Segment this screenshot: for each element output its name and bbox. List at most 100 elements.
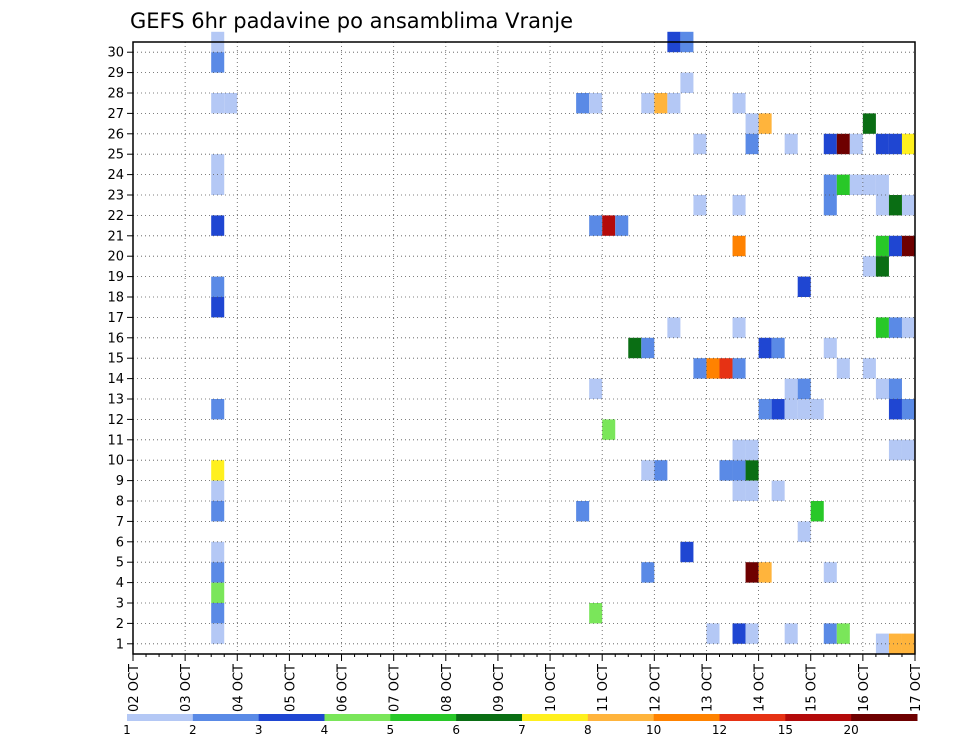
heatmap-cell	[211, 623, 225, 644]
heatmap-cell	[901, 195, 915, 216]
heatmap-cell	[641, 337, 655, 359]
heatmap-cell	[797, 276, 811, 297]
colorbar: 1 2 3 4 5 6 7 8 10 12 15 20	[123, 714, 918, 737]
heatmap-cell	[641, 460, 655, 481]
heatmap-cell	[654, 460, 668, 481]
heatmap-cell	[758, 337, 772, 359]
y-tick-label: 27	[107, 107, 124, 122]
heatmap-cell	[901, 633, 915, 654]
colorbar-label: 10	[646, 723, 661, 737]
heatmap-cell	[875, 195, 889, 216]
colorbar-swatch	[851, 714, 918, 721]
heatmap-cell	[758, 113, 772, 134]
y-tick-label: 20	[107, 250, 124, 265]
colorbar-swatch	[587, 714, 655, 721]
y-tick-label: 21	[107, 229, 124, 244]
heatmap-cell	[693, 358, 707, 379]
y-tick-label: 1	[116, 637, 124, 652]
heatmap-cell	[836, 174, 850, 195]
heatmap-cell	[211, 52, 225, 73]
heatmap-cell	[888, 378, 902, 399]
heatmap-cell	[849, 133, 863, 155]
heatmap-cell	[771, 337, 785, 359]
heatmap-cell	[211, 215, 225, 236]
heatmap-cell	[211, 480, 225, 501]
heatmap-cell	[823, 174, 837, 195]
y-tick-label: 13	[107, 393, 124, 408]
colorbar-swatch	[522, 714, 589, 721]
heatmap-cell	[797, 378, 811, 399]
heatmap-cell	[758, 562, 772, 583]
heatmap-cell	[745, 480, 759, 501]
x-tick-label: 12 OCT	[648, 664, 663, 712]
heatmap-cell	[875, 317, 889, 338]
y-tick-label: 29	[107, 66, 124, 81]
y-tick-label: 15	[107, 352, 124, 367]
heatmap-cell	[875, 256, 889, 277]
heatmap-cell	[628, 337, 642, 359]
x-axis: 02 OCT 03 OCT 04 OCT 05 OCT 06 OCT 07 OCT 08 O…	[127, 654, 924, 712]
y-tick-label: 2	[116, 617, 124, 632]
x-tick-label: 10 OCT	[544, 664, 559, 712]
colorbar-label: 20	[844, 723, 859, 737]
colorbar-swatch	[456, 714, 523, 721]
heatmap-cell	[784, 378, 798, 399]
y-tick-label: 14	[107, 372, 124, 387]
heatmap-cell	[901, 235, 915, 257]
y-tick-label: 30	[107, 46, 124, 61]
heatmap-cell	[732, 235, 746, 257]
heatmap-cell	[602, 419, 616, 440]
x-tick-label: 04 OCT	[231, 664, 246, 712]
heatmap-cell	[875, 133, 889, 155]
heatmap-cell	[211, 154, 225, 175]
heatmap-cell	[823, 195, 837, 216]
colorbar-swatch	[258, 714, 325, 721]
heatmap-cell	[211, 541, 225, 563]
colorbar-label: 5	[387, 723, 395, 737]
heatmap-cell	[862, 358, 876, 379]
heatmap-cell	[888, 439, 902, 461]
colorbar-label: 3	[255, 723, 263, 737]
colorbar-swatch	[127, 714, 194, 721]
heatmap-cell	[719, 460, 733, 481]
heatmap-cell	[693, 195, 707, 216]
heatmap-cell	[875, 235, 889, 257]
heatmap-cell	[732, 195, 746, 216]
heatmap-cell	[862, 256, 876, 277]
heatmap-cell	[823, 623, 837, 644]
heatmap-cell	[823, 337, 837, 359]
y-tick-label: 26	[107, 127, 124, 142]
heatmap-cell	[901, 133, 915, 155]
heatmap-cell	[732, 317, 746, 338]
heatmap-cell	[810, 399, 824, 420]
heatmap-cell	[901, 399, 915, 420]
x-tick-label: 11 OCT	[596, 664, 611, 712]
colorbar-label: 7	[518, 723, 526, 737]
heatmap-cell	[576, 93, 590, 114]
heatmap-cell	[693, 133, 707, 155]
heatmap-cell	[849, 174, 863, 195]
colorbar-swatch	[192, 714, 260, 721]
heatmap-cell	[615, 215, 629, 236]
heatmap-cell	[836, 133, 850, 155]
heatmap-cell	[771, 399, 785, 420]
y-tick-label: 25	[107, 148, 124, 163]
heatmap-cell	[732, 93, 746, 114]
heatmap-cell	[732, 480, 746, 501]
heatmap-cell	[810, 501, 824, 522]
heatmap-cell	[862, 174, 876, 195]
colorbar-label: 12	[712, 723, 727, 737]
colorbar-label: 4	[321, 723, 329, 737]
colorbar-label: 6	[452, 723, 460, 737]
heatmap-cell	[589, 215, 603, 236]
heatmap-cell	[211, 276, 225, 297]
heatmap-cell	[888, 317, 902, 338]
colorbar-swatch	[653, 714, 720, 721]
y-tick-label: 9	[116, 474, 124, 489]
heatmap-cell	[589, 378, 603, 399]
chart-title: GEFS 6hr padavine po ansamblima Vranje	[130, 9, 573, 33]
x-tick-label: 14 OCT	[753, 664, 768, 712]
heatmap-cell	[641, 93, 655, 114]
heatmap-cell	[745, 623, 759, 644]
